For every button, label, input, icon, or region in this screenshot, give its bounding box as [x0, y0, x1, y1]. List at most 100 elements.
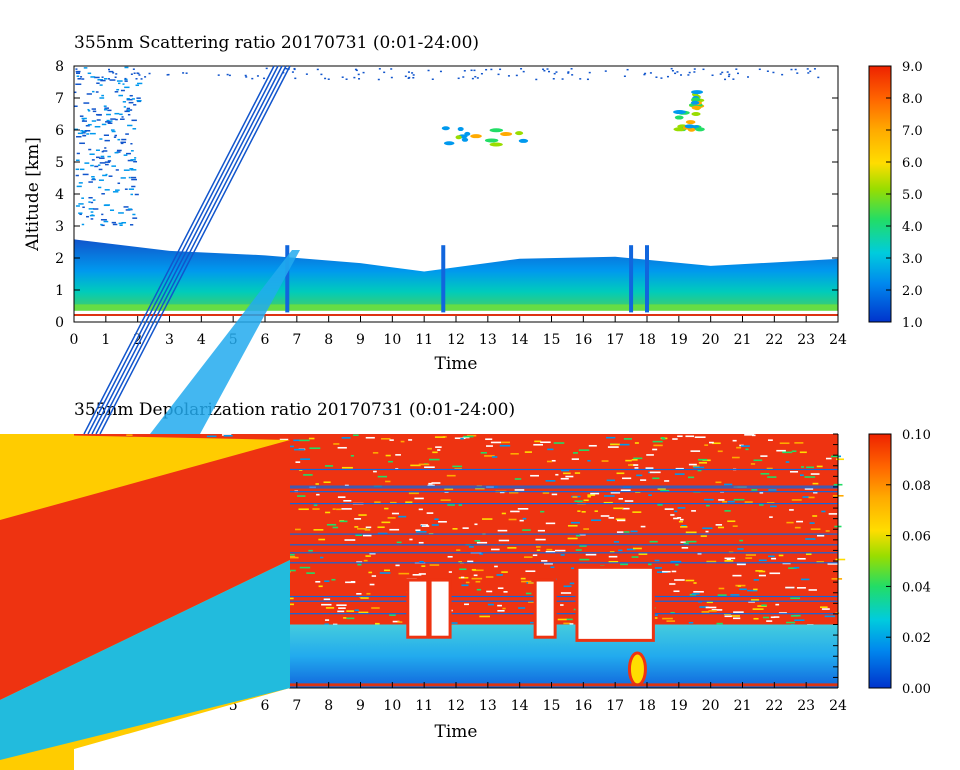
noise-speckle: [480, 72, 483, 75]
noise-speckle: [727, 75, 730, 78]
depol-speckle: [804, 488, 814, 490]
depol-speckle: [486, 486, 494, 488]
noise-speckle: [228, 74, 231, 77]
noise-speckle: [108, 175, 113, 177]
depol-speckle: [745, 554, 757, 556]
depol-speckle: [827, 563, 839, 565]
depol-speckle: [447, 555, 453, 558]
depol-speckle: [363, 559, 368, 562]
noise-speckle: [79, 142, 85, 145]
depol-speckle: [715, 524, 723, 526]
depol-speckle: [290, 569, 296, 572]
high-depol-region-afternoon: [575, 565, 655, 642]
noise-speckle: [166, 74, 169, 76]
x-tick-label: 8: [324, 332, 333, 348]
depol-speckle: [569, 582, 575, 585]
depol-speckle: [801, 578, 810, 581]
depol-speckle: [434, 436, 445, 438]
depol-speckle: [724, 615, 732, 618]
depol-speckle: [308, 437, 315, 440]
noise-speckle: [132, 68, 135, 70]
depol-stripe: [74, 600, 838, 602]
depol-speckle: [223, 434, 233, 437]
noise-speckle: [124, 80, 128, 82]
artifact-streak: [87, 65, 279, 435]
depol-speckle: [533, 443, 544, 446]
y-tick-label: 5: [55, 155, 64, 171]
depol-speckle: [337, 610, 345, 613]
noise-speckle: [473, 69, 476, 72]
cloud-fragment: [464, 131, 471, 136]
depol-speckle: [221, 434, 232, 436]
data-gap-column: [629, 245, 634, 313]
depol-speckle: [497, 604, 502, 607]
noise-speckle: [125, 209, 131, 211]
noise-speckle: [101, 123, 107, 126]
x-tick-label: 20: [702, 332, 720, 348]
depol-speckle: [778, 612, 787, 614]
depol-speckle: [724, 557, 736, 560]
depol-speckle: [575, 534, 581, 537]
noise-speckle: [719, 73, 722, 75]
depol-speckle: [794, 442, 804, 444]
depol-speckle: [680, 541, 686, 544]
noise-speckle: [81, 132, 86, 134]
depol-speckle: [497, 529, 508, 532]
depol-stripe: [74, 502, 838, 505]
noise-speckle: [104, 107, 109, 109]
depol-speckle: [732, 439, 737, 442]
noise-speckle: [119, 113, 123, 116]
noise-speckle: [457, 77, 460, 80]
noise-speckle: [390, 76, 393, 79]
noise-speckle: [507, 75, 510, 77]
depol-speckle: [365, 526, 372, 529]
depol-speckle: [412, 573, 422, 576]
noise-speckle: [122, 101, 127, 103]
noise-speckle: [93, 76, 100, 79]
depol-speckle: [736, 446, 742, 449]
depol-speckle: [733, 611, 744, 613]
x-tick-label: 17: [606, 332, 624, 348]
noise-speckle: [758, 68, 761, 71]
depol-speckle: [730, 594, 740, 596]
noise-speckle: [88, 148, 92, 151]
depol-speckle: [657, 504, 663, 506]
depol-speckle: [346, 610, 355, 612]
depol-speckle: [634, 442, 639, 444]
cloud-fragment: [691, 112, 701, 117]
noise-speckle: [76, 75, 80, 77]
noise-speckle: [809, 70, 812, 73]
noise-speckle: [92, 199, 96, 201]
cloud-fragment: [443, 141, 455, 146]
colorbar-tick-label: 0.06: [902, 530, 931, 545]
depol-speckle: [435, 446, 442, 448]
x-tick-label: 20: [702, 698, 720, 714]
noise-speckle: [131, 119, 137, 122]
depol-speckle: [507, 547, 517, 549]
colorbar-tick-label: 0.02: [902, 631, 931, 646]
depol-speckle: [379, 572, 391, 574]
depol-speckle: [752, 608, 764, 610]
noise-speckle: [99, 138, 103, 140]
noise-speckle: [110, 120, 113, 122]
noise-speckle: [117, 138, 121, 141]
depol-speckle: [374, 622, 380, 625]
depol-speckle: [510, 510, 520, 513]
depol-speckle: [356, 593, 362, 595]
noise-speckle: [132, 213, 136, 216]
colorbar-tick-label: 3.0: [902, 252, 923, 267]
noise-speckle: [98, 168, 103, 171]
depol-speckle: [555, 473, 559, 476]
depol-speckle: [560, 592, 572, 594]
noise-speckle: [134, 157, 137, 159]
noise-speckle: [79, 168, 85, 171]
depol-speckle: [629, 463, 634, 466]
depol-speckle: [447, 504, 455, 506]
depol-speckle: [551, 459, 556, 462]
depol-speckle: [472, 569, 484, 572]
noise-speckle: [135, 84, 140, 87]
depol-speckle: [761, 604, 767, 607]
depol-speckle: [785, 586, 795, 589]
x-tick-label: 16: [574, 698, 592, 714]
depol-speckle: [571, 458, 580, 460]
